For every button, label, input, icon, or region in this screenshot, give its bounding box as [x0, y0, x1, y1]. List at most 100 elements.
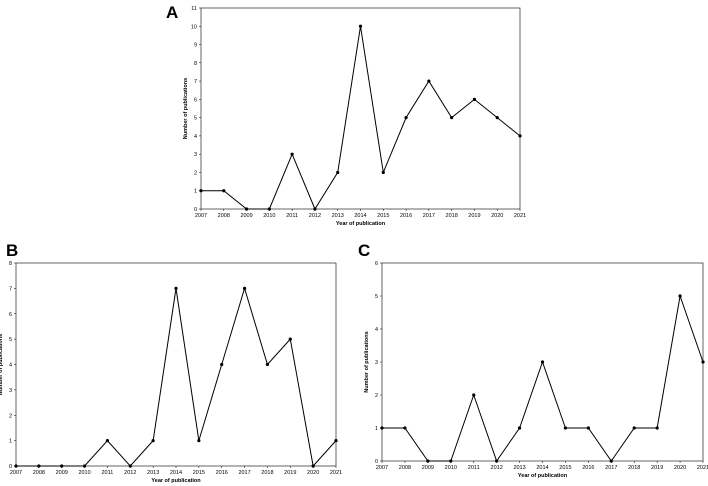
data-point — [197, 439, 201, 443]
data-point — [404, 116, 408, 120]
y-tick-label: 7 — [9, 286, 12, 292]
y-tick-label: 5 — [194, 116, 197, 122]
y-tick-label: 6 — [375, 261, 378, 267]
y-tick-label: 2 — [194, 170, 197, 176]
y-tick-label: 2 — [375, 393, 378, 399]
data-point — [222, 189, 226, 193]
data-point — [174, 286, 178, 290]
y-tick-label: 1 — [9, 439, 12, 445]
x-tick-label: 2013 — [147, 470, 159, 476]
data-point — [701, 360, 705, 364]
x-tick-label: 2018 — [446, 213, 458, 219]
x-tick-label: 2017 — [605, 465, 617, 471]
y-tick-label: 0 — [194, 207, 197, 213]
data-point — [336, 170, 340, 175]
x-tick-label: 2008 — [399, 465, 411, 471]
y-tick-label: 1 — [375, 426, 378, 432]
x-tick-label: 2007 — [376, 465, 388, 471]
data-point — [290, 152, 294, 156]
data-point — [105, 439, 110, 443]
x-tick-label: 2007 — [195, 213, 207, 219]
x-tick-label: 2010 — [78, 470, 90, 476]
x-tick-label: 2020 — [674, 465, 686, 471]
y-tick-label: 9 — [194, 43, 197, 49]
data-point — [265, 362, 270, 367]
x-tick-label: 2021 — [514, 213, 526, 219]
data-point — [427, 79, 431, 83]
x-tick-label: 2009 — [422, 465, 434, 471]
x-tick-label: 2008 — [218, 213, 230, 219]
y-tick-label: 5 — [9, 337, 12, 343]
x-tick-label: 2010 — [263, 213, 275, 219]
y-tick-label: 3 — [375, 360, 378, 366]
data-point — [242, 286, 247, 290]
data-point — [288, 337, 292, 341]
x-tick-label: 2016 — [582, 465, 594, 471]
data-point — [655, 426, 659, 430]
data-point — [151, 439, 155, 443]
panel-letter: B — [6, 241, 18, 260]
data-point — [403, 426, 407, 430]
data-point — [563, 426, 568, 430]
x-axis-title: Year of publication — [151, 478, 201, 484]
data-point — [632, 426, 636, 430]
y-tick-label: 10 — [191, 24, 197, 30]
series-line — [382, 294, 704, 463]
data-point — [609, 459, 613, 463]
y-tick-label: 4 — [194, 134, 197, 140]
x-tick-label: 2013 — [332, 213, 344, 219]
data-point — [381, 170, 385, 175]
x-tick-label: 2011 — [468, 465, 480, 471]
x-tick-label: 2014 — [170, 470, 182, 476]
y-axis-title: Number of publications — [0, 334, 4, 395]
y-tick-label: 3 — [194, 152, 197, 158]
data-point — [380, 426, 384, 430]
y-tick-label: 6 — [9, 312, 12, 318]
y-tick-label: 7 — [194, 79, 197, 85]
data-point — [313, 207, 317, 211]
y-tick-label: 4 — [9, 363, 12, 369]
data-point — [586, 426, 590, 430]
data-point — [37, 464, 41, 468]
y-tick-label: 4 — [375, 327, 378, 333]
plot-frame — [15, 262, 337, 467]
data-point — [678, 294, 682, 298]
data-point — [518, 134, 522, 138]
data-point — [14, 464, 18, 468]
data-point — [450, 116, 454, 120]
panel-a: A 0 1 2 3 4 5 6 7 8 9 10 11 2007 2008 2009 2010 2011 2012 2… — [166, 3, 526, 227]
panel-letter: A — [166, 3, 178, 22]
data-point — [472, 97, 477, 101]
y-tick-label: 3 — [9, 388, 12, 394]
y-tick-label: 6 — [194, 97, 197, 103]
x-tick-label: 2017 — [423, 213, 435, 219]
x-tick-label: 2020 — [307, 470, 319, 476]
x-tick-label: 2012 — [124, 470, 136, 476]
y-axis-title: Number of publications — [364, 331, 370, 392]
x-tick-label: 2016 — [216, 470, 228, 476]
data-point — [540, 360, 545, 364]
y-tick-label: 2 — [9, 413, 12, 419]
data-point — [267, 207, 271, 211]
y-tick-label: 1 — [194, 189, 197, 195]
plot-frame — [200, 7, 521, 210]
x-tick-label: 2015 — [559, 465, 571, 471]
data-point — [495, 459, 499, 463]
x-tick-label: 2008 — [33, 470, 45, 476]
data-point — [199, 189, 203, 193]
x-tick-label: 2020 — [491, 213, 503, 219]
x-tick-label: 2018 — [628, 465, 640, 471]
x-axis-title: Year of publication — [336, 221, 386, 227]
y-tick-label: 5 — [375, 294, 378, 300]
data-point — [426, 459, 430, 463]
y-tick-label: 0 — [9, 464, 12, 470]
y-tick-label: 0 — [375, 459, 378, 465]
x-tick-label: 2017 — [238, 470, 250, 476]
series-line — [16, 286, 337, 468]
data-point — [128, 464, 132, 468]
data-point — [495, 116, 499, 120]
panel-c: C 0 1 2 3 4 5 6 2007 2008 2009 2010 2011 2012 2013 2014… — [358, 241, 708, 479]
x-tick-label: 2010 — [445, 465, 457, 471]
x-tick-label: 2012 — [491, 465, 503, 471]
